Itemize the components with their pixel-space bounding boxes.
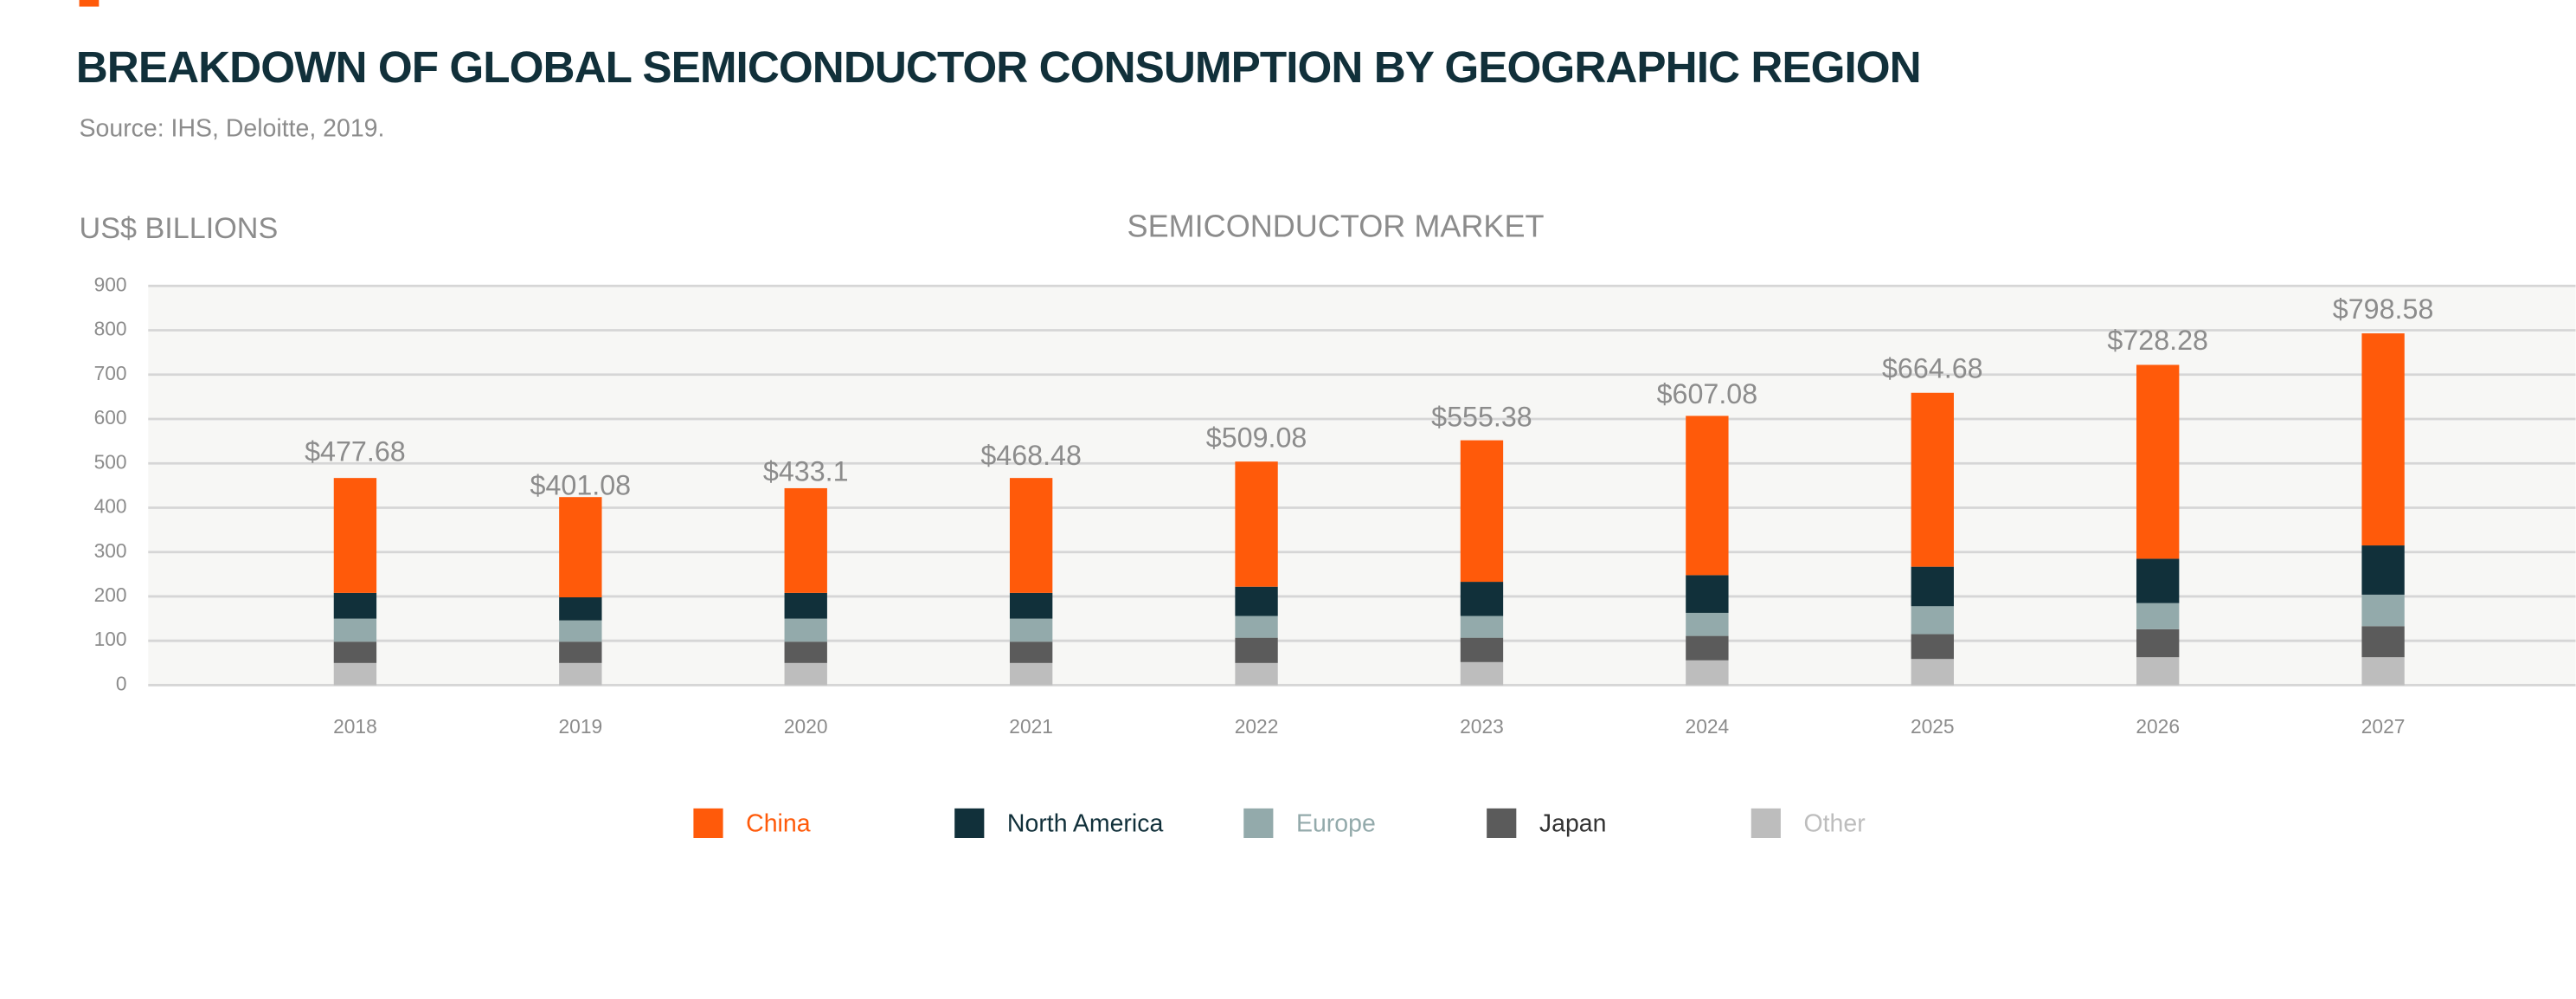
bar-segment <box>784 662 827 686</box>
bar-segment <box>1009 641 1053 663</box>
bar-segment <box>2361 657 2405 686</box>
legend-label: Japan <box>1539 809 1607 837</box>
bar-segment <box>1460 616 1504 638</box>
total-label: $798.58 <box>2333 293 2434 325</box>
x-tick-label: 2027 <box>2361 715 2406 738</box>
bar-segment <box>1911 566 1954 607</box>
y-tick-label: 500 <box>94 450 127 473</box>
bar-segment <box>1460 661 1504 686</box>
bar-segment <box>784 641 827 663</box>
bar-segment <box>1009 592 1053 619</box>
total-label: $401.08 <box>530 470 632 501</box>
x-tick-label: 2025 <box>1911 715 1955 738</box>
y-tick-label: 100 <box>94 628 127 650</box>
bar-segment <box>1235 616 1278 638</box>
x-tick-label: 2026 <box>2136 715 2180 738</box>
y-tick-label: 300 <box>94 539 127 562</box>
bar-segment <box>1686 575 1729 613</box>
y-tick-label: 800 <box>94 318 127 340</box>
bar-segment <box>1009 478 1053 593</box>
legend-swatch <box>954 808 985 838</box>
bar-segment <box>2361 626 2405 658</box>
bar-segment <box>1911 659 1954 686</box>
x-tick-label: 2020 <box>784 715 828 738</box>
bar-segment <box>2136 364 2180 559</box>
chart-title: BREAKDOWN OF GLOBAL SEMICONDUCTOR CONSUM… <box>76 42 1921 92</box>
source: Source: IHS, Deloitte, 2019. <box>80 114 385 142</box>
legend-label: China <box>746 809 811 837</box>
legend-label: Other <box>1803 809 1865 837</box>
bar-segment <box>1009 618 1053 642</box>
legend-swatch <box>1751 808 1781 838</box>
y-tick-label: 200 <box>94 583 127 606</box>
bar-segment <box>333 618 377 642</box>
bar-segment <box>559 620 602 642</box>
x-tick-label: 2024 <box>1686 715 1730 738</box>
bar-segment <box>2361 333 2405 546</box>
total-label: $607.08 <box>1657 378 1758 409</box>
legend-swatch <box>1487 808 1517 838</box>
chart-subtitle: SEMICONDUCTOR MARKET <box>1127 208 1545 243</box>
total-label: $477.68 <box>305 435 406 467</box>
bar-segment <box>1235 586 1278 616</box>
bar-segment <box>1460 637 1504 662</box>
total-label: $433.1 <box>763 455 849 487</box>
bar-segment <box>2136 558 2180 603</box>
bar-segment <box>1686 416 1729 576</box>
y-tick-label: 700 <box>94 362 127 384</box>
y-tick-label: 900 <box>94 273 127 295</box>
bar-segment <box>1235 662 1278 686</box>
x-tick-label: 2018 <box>333 715 377 738</box>
bar-segment <box>559 597 602 621</box>
total-label: $509.08 <box>1206 422 1307 453</box>
y-tick-label: 400 <box>94 495 127 518</box>
bar-segment <box>1460 582 1504 616</box>
plot-area <box>148 286 2576 686</box>
legend-label: Europe <box>1296 809 1376 837</box>
legend-swatch <box>1243 808 1274 838</box>
bar-segment <box>1686 635 1729 661</box>
accent <box>79 0 100 7</box>
x-tick-label: 2022 <box>1235 715 1279 738</box>
bar-segment <box>784 487 827 593</box>
bar-segment <box>2136 603 2180 629</box>
bar-segment <box>2136 657 2180 686</box>
x-tick-label: 2023 <box>1460 715 1504 738</box>
bar-segment <box>1235 637 1278 663</box>
bar-segment <box>2361 594 2405 627</box>
bar-segment <box>559 497 602 598</box>
bar-segment <box>1911 606 1954 635</box>
total-label: $728.28 <box>2107 325 2208 356</box>
bar-segment <box>1235 461 1278 587</box>
bar-segment <box>1911 392 1954 567</box>
total-label: $664.68 <box>1882 353 1983 384</box>
bar-segment <box>1911 634 1954 660</box>
legend-swatch <box>693 808 723 838</box>
bar-segment <box>333 592 377 619</box>
total-label: $555.38 <box>1431 402 1532 433</box>
bar-segment <box>333 478 377 593</box>
bar-segment <box>559 641 602 663</box>
bar-segment <box>1686 612 1729 636</box>
x-tick-label: 2019 <box>559 715 603 738</box>
y-tick-label: 600 <box>94 406 127 429</box>
bar-segment <box>333 662 377 686</box>
bar-segment <box>2136 628 2180 658</box>
bar-segment <box>559 662 602 686</box>
y-tick-label: 0 <box>116 672 127 694</box>
bar-segment <box>1009 662 1053 686</box>
bar-segment <box>2361 545 2405 595</box>
legend-label: North America <box>1007 809 1164 837</box>
y-axis-label: US$ BILLIONS <box>80 212 279 245</box>
bar-segment <box>333 641 377 663</box>
bar-segment <box>784 618 827 642</box>
total-label: $468.48 <box>980 440 1082 471</box>
x-tick-label: 2021 <box>1009 715 1053 738</box>
bar-segment <box>784 592 827 619</box>
bar-segment <box>1686 660 1729 686</box>
bar-segment <box>1460 440 1504 583</box>
